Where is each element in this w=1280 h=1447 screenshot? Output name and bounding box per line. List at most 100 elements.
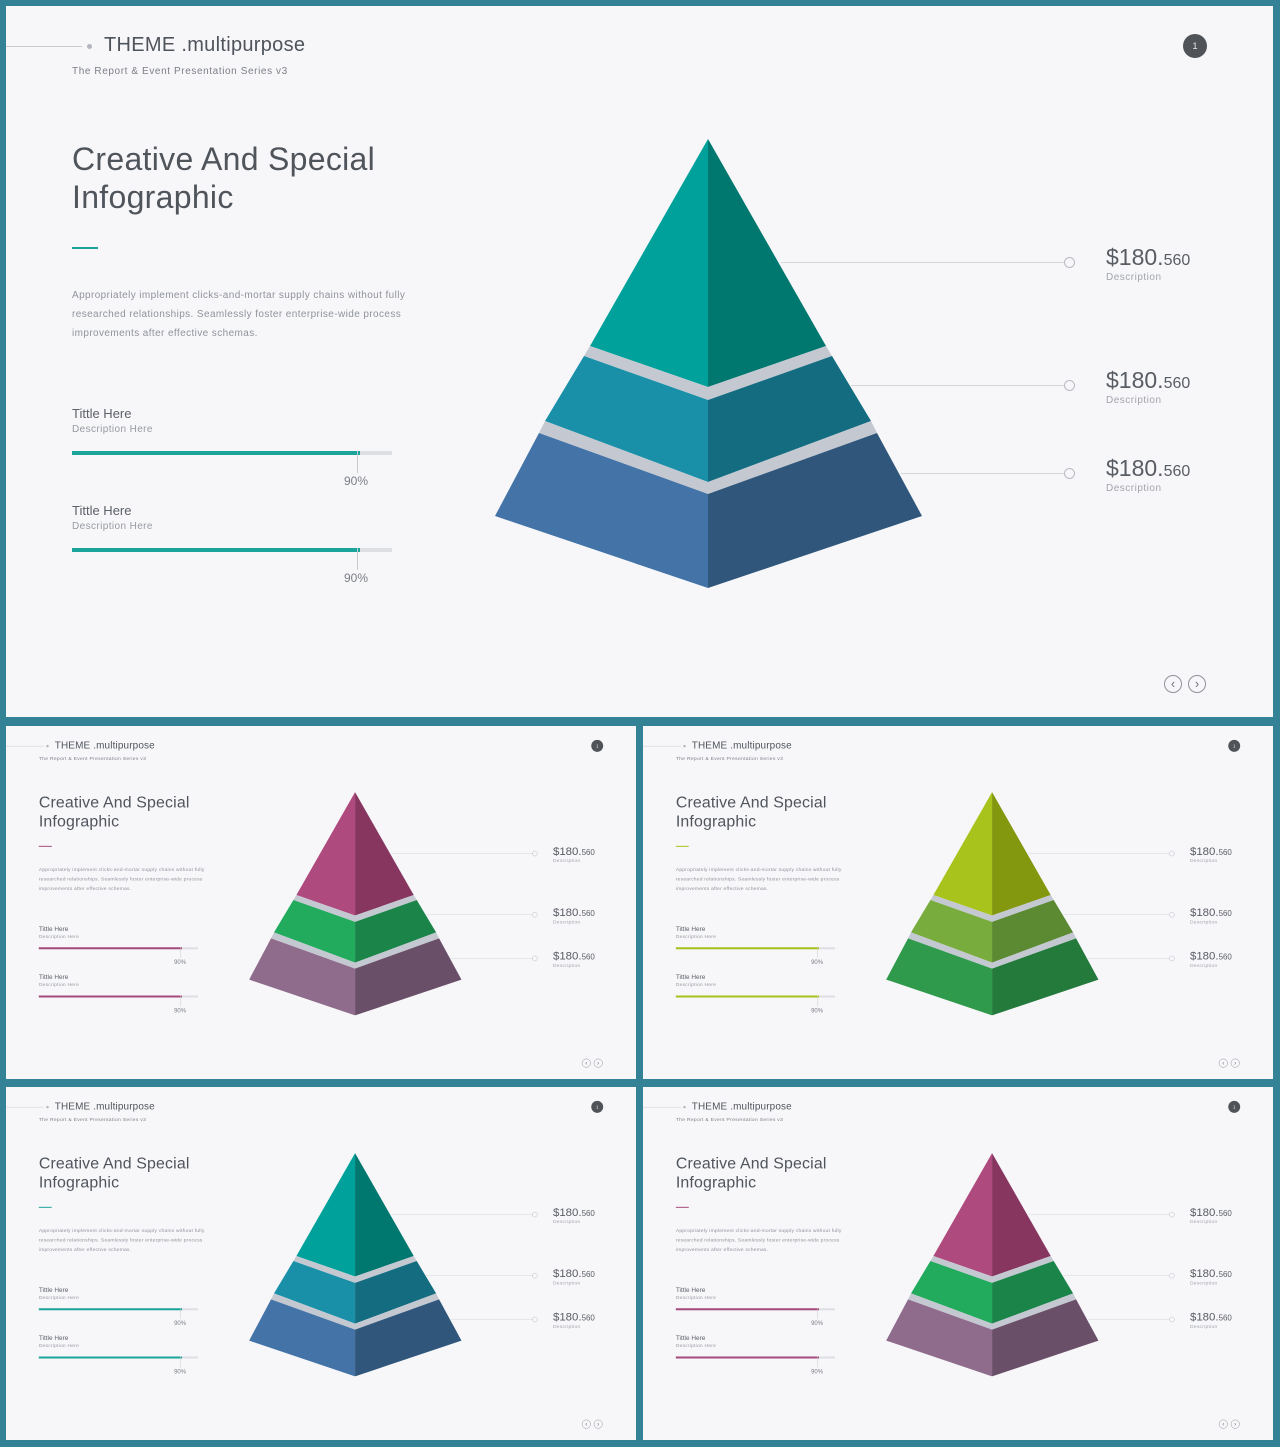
prev-slide-button[interactable]: ‹ — [581, 1419, 591, 1429]
next-slide-button[interactable]: › — [593, 1419, 603, 1429]
item-2-progress-track — [675, 995, 835, 998]
item-2-progress-fill — [38, 1356, 183, 1359]
item-2-desc: Description Here — [675, 1343, 717, 1349]
title-line-1: Creative And Special — [38, 793, 190, 812]
item-1-progress-track — [38, 1308, 198, 1311]
pyramid-tier-1-right — [992, 792, 1051, 916]
price-1-main: $180. — [552, 844, 582, 858]
slide-main: THEME .multipurpose The Report & Event P… — [6, 6, 1273, 717]
pyramid-tier-3-left — [886, 938, 993, 1016]
chevron-right-icon: › — [1194, 676, 1200, 691]
item-2-progress-track — [38, 995, 198, 998]
title-accent-line — [72, 247, 98, 249]
item-2-title: Tittle Here — [38, 1334, 69, 1342]
pyramid-tier-3-left — [249, 938, 356, 1016]
pyramid-tier-2-right — [355, 1261, 437, 1324]
header-line — [6, 46, 82, 47]
pyramid-tier-1-left — [296, 1153, 356, 1277]
next-slide-button[interactable]: › — [1188, 675, 1206, 693]
brand-title: THEME .multipurpose — [691, 739, 792, 751]
prev-slide-button[interactable]: ‹ — [581, 1058, 591, 1068]
header-dot — [683, 1105, 686, 1109]
pyramid-separator-1 — [584, 346, 832, 400]
pyramid-graphic — [886, 792, 1099, 1016]
slide-content: THEME .multipurpose The Report & Event P… — [643, 1087, 1273, 1440]
price-1: $180.560 — [1106, 244, 1190, 271]
brand-subtitle: The Report & Event Presentation Series v… — [675, 1116, 784, 1123]
connector-circle-3 — [1169, 955, 1175, 962]
price-1-cents: 560 — [1218, 1209, 1232, 1218]
header-dot — [683, 744, 686, 748]
pyramid-tier-1-left — [296, 792, 356, 916]
prev-slide-button[interactable]: ‹ — [1218, 1419, 1228, 1429]
price-3-desc: Description — [552, 963, 581, 969]
title-line-2: Infographic — [675, 1173, 757, 1191]
slide-thumb-3[interactable]: THEME .multipurpose The Report & Event P… — [6, 1087, 636, 1440]
prev-slide-button[interactable]: ‹ — [1218, 1058, 1228, 1068]
pyramid-separator-1 — [293, 895, 417, 922]
item-2-title: Tittle Here — [38, 973, 69, 981]
price-2-desc: Description — [552, 1280, 581, 1286]
pyramid-tier-2-left — [545, 356, 708, 482]
pyramid-tier-1-left — [933, 792, 993, 916]
title-line-2: Infographic — [38, 812, 120, 830]
title-line-1: Creative And Special — [38, 1154, 190, 1173]
slide-title: Creative And Special Infographic — [39, 793, 218, 831]
next-slide-button[interactable]: › — [1230, 1058, 1240, 1068]
chevron-left-icon: ‹ — [1222, 1059, 1225, 1067]
slide-title: Creative And Special Infographic — [72, 140, 432, 216]
slide-thumb-4[interactable]: THEME .multipurpose The Report & Event P… — [643, 1087, 1273, 1440]
item-1-title: Tittle Here — [38, 924, 69, 933]
price-3-main: $180. — [552, 1310, 582, 1324]
prev-slide-button[interactable]: ‹ — [1164, 675, 1182, 693]
item-1-percent: 90% — [811, 1319, 824, 1327]
pyramid-tier-2-right — [708, 356, 871, 482]
connector-circle-1 — [532, 1211, 538, 1218]
price-2: $180.560 — [553, 906, 595, 919]
pyramid-tier-1-right — [992, 1153, 1051, 1277]
price-3: $180.560 — [1190, 1310, 1232, 1323]
connector-circle-1 — [532, 850, 538, 857]
price-1-main: $180. — [552, 1205, 582, 1219]
title-line-1: Creative And Special — [675, 793, 827, 812]
next-slide-button[interactable]: › — [593, 1058, 603, 1068]
price-2-desc: Description — [552, 919, 581, 925]
title-line-1: Creative And Special — [72, 141, 376, 177]
pyramid-tier-3-left — [249, 1299, 356, 1377]
brand-title: THEME .multipurpose — [104, 34, 306, 56]
next-slide-button[interactable]: › — [1230, 1419, 1240, 1429]
item-2-progress-fill — [38, 995, 183, 998]
item-1-title: Tittle Here — [675, 924, 706, 933]
chevron-right-icon: › — [597, 1420, 600, 1428]
body-text: Appropriately implement clicks-and-morta… — [675, 1228, 842, 1253]
pyramid-tier-3-left — [886, 1299, 993, 1377]
header-dot — [87, 44, 92, 49]
connector-circle-2 — [532, 911, 538, 918]
connector-line-3 — [901, 473, 1065, 474]
item-2-percent: 90% — [174, 1367, 187, 1375]
slide-content: THEME .multipurpose The Report & Event P… — [6, 726, 636, 1079]
connector-circle-1 — [1064, 257, 1075, 268]
price-3-desc: Description — [1106, 483, 1162, 494]
chevron-left-icon: ‹ — [585, 1420, 588, 1428]
slide-thumb-2[interactable]: THEME .multipurpose The Report & Event P… — [643, 726, 1273, 1079]
slide-content: THEME .multipurpose The Report & Event P… — [643, 726, 1273, 1079]
price-1-cents: 560 — [581, 1209, 595, 1218]
price-2-desc: Description — [1189, 919, 1218, 925]
item-2-title: Tittle Here — [72, 503, 132, 518]
item-1-percent: 90% — [344, 474, 369, 488]
brand-title: THEME .multipurpose — [691, 1100, 792, 1112]
item-1-desc: Description Here — [38, 1294, 80, 1301]
item-1-title: Tittle Here — [675, 1285, 706, 1294]
slide-thumb-1[interactable]: THEME .multipurpose The Report & Event P… — [6, 726, 636, 1079]
price-3-desc: Description — [552, 1324, 581, 1330]
chevron-left-icon: ‹ — [585, 1059, 588, 1067]
chevron-right-icon: › — [1234, 1420, 1237, 1428]
page-number-badge: 1 — [1228, 739, 1241, 752]
item-1-title: Tittle Here — [38, 1285, 69, 1294]
pyramid-tier-2-right — [355, 900, 437, 963]
price-1-cents: 560 — [1163, 252, 1191, 269]
header-dot — [46, 1105, 49, 1109]
price-3: $180.560 — [1190, 949, 1232, 962]
price-3-main: $180. — [1189, 1310, 1219, 1324]
